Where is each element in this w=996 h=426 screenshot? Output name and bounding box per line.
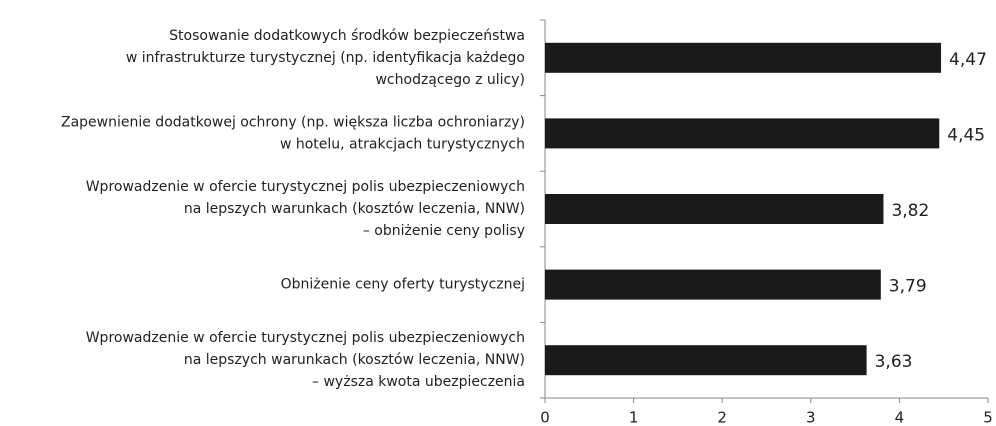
value-label: 4,45: [947, 125, 985, 145]
value-label: 3,63: [875, 352, 913, 372]
category-label: Wprowadzenie w ofercie turystycznej poli…: [86, 179, 525, 239]
value-label: 3,79: [889, 277, 927, 297]
category-line: na lepszych warunkach (kosztów leczenia,…: [184, 352, 525, 368]
category-line: Wprowadzenie w ofercie turystycznej poli…: [86, 330, 525, 346]
category-line: na lepszych warunkach (kosztów leczenia,…: [184, 201, 525, 217]
x-tick-label: 0: [540, 409, 550, 426]
category-line: – wyższa kwota ubezpieczenia: [312, 374, 525, 390]
bar: [545, 345, 867, 376]
category-line: Obniżenie ceny oferty turystycznej: [281, 277, 525, 293]
value-label: 3,82: [891, 201, 929, 221]
x-tick-label: 1: [629, 409, 639, 426]
x-tick-label: 5: [983, 409, 993, 426]
bar: [545, 118, 940, 149]
bar: [545, 42, 942, 73]
x-tick-label: 4: [895, 409, 905, 426]
category-line: w hotelu, atrakcjach turystycznych: [280, 136, 525, 152]
category-label: Obniżenie ceny oferty turystycznej: [281, 277, 525, 293]
category-line: Wprowadzenie w ofercie turystycznej poli…: [86, 179, 525, 195]
category-label: Zapewnienie dodatkowej ochrony (np. więk…: [61, 114, 525, 152]
bar: [545, 194, 884, 224]
category-line: Zapewnienie dodatkowej ochrony (np. więk…: [61, 114, 525, 130]
category-label: Stosowanie dodatkowych środków bezpiecze…: [126, 28, 525, 88]
x-tick-label: 2: [717, 409, 727, 426]
category-label: Wprowadzenie w ofercie turystycznej poli…: [86, 330, 525, 390]
value-label: 4,47: [949, 50, 987, 70]
category-line: wchodzącego z ulicy): [375, 72, 525, 88]
bar: [545, 269, 881, 300]
x-tick-label: 3: [806, 409, 816, 426]
category-line: Stosowanie dodatkowych środków bezpiecze…: [169, 28, 525, 44]
category-line: – obniżenie ceny polisy: [363, 223, 525, 239]
category-line: w infrastrukturze turystycznej (np. iden…: [126, 50, 525, 66]
